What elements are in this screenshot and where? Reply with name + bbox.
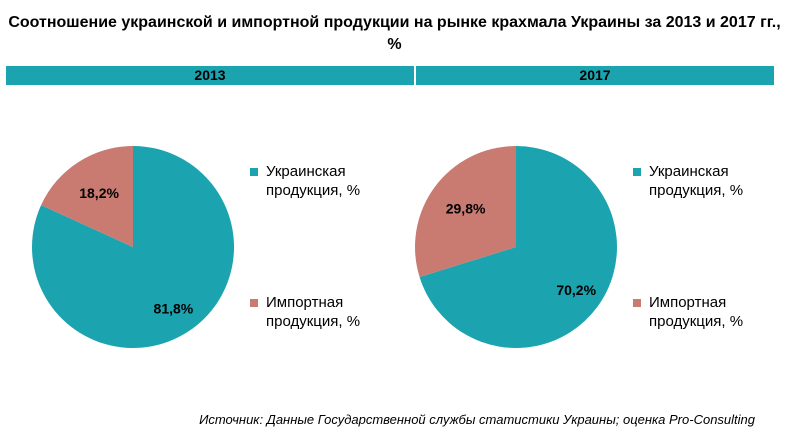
slice-ukrainian xyxy=(32,146,235,348)
legend-label-ukrainian-line1: Украинская xyxy=(649,163,729,180)
legend-swatch-ukrainian xyxy=(633,168,641,176)
legend-label-import-line2: продукция, % xyxy=(649,313,744,330)
slice-import-label: 18,2% xyxy=(79,185,119,201)
year-header-2017: 2017 xyxy=(416,66,774,85)
pie-chart-2013: 81,8% 18,2% xyxy=(32,146,235,348)
legend-2017: Украинская продукция, % Импортная продук… xyxy=(633,162,743,331)
source-note: Источник: Данные Государственной службы … xyxy=(199,412,755,427)
legend-item-import: Импортная продукция, % xyxy=(250,293,360,331)
slice-ukrainian-label: 70,2% xyxy=(556,282,596,298)
slice-import xyxy=(415,146,516,277)
slice-import-label: 29,8% xyxy=(446,201,486,217)
legend-label-import-line1: Импортная xyxy=(649,294,727,311)
legend-label-import-line1: Импортная xyxy=(266,294,344,311)
legend-label-ukrainian-line1: Украинская xyxy=(266,163,346,180)
legend-label-ukrainian-line2: продукция, % xyxy=(266,182,361,199)
legend-2013: Украинская продукция, % Импортная продук… xyxy=(250,162,360,331)
slice-ukrainian xyxy=(419,146,618,348)
legend-label-import-line2: продукция, % xyxy=(266,313,361,330)
legend-swatch-import xyxy=(633,299,641,307)
chart-title: Соотношение украинской и импортной проду… xyxy=(8,14,781,53)
legend-swatch-import xyxy=(250,299,258,307)
legend-swatch-ukrainian xyxy=(250,168,258,176)
legend-item-import: Импортная продукция, % xyxy=(633,293,743,331)
slice-import xyxy=(41,146,133,247)
legend-label-ukrainian-line2: продукция, % xyxy=(649,182,744,199)
legend-item-ukrainian: Украинская продукция, % xyxy=(633,162,743,200)
legend-item-ukrainian: Украинская продукция, % xyxy=(250,162,360,200)
slice-ukrainian-label: 81,8% xyxy=(154,301,194,317)
year-header-2013: 2013 xyxy=(6,66,414,85)
pie-chart-2017: 70,2% 29,8% xyxy=(415,146,618,348)
